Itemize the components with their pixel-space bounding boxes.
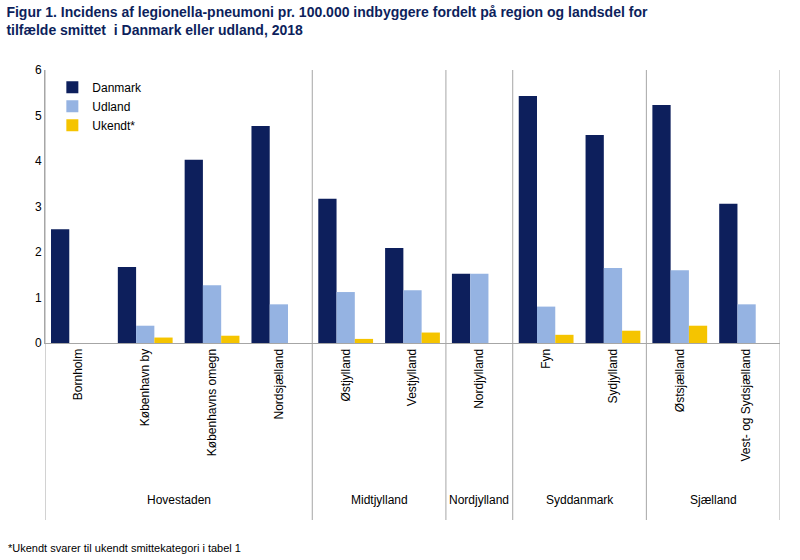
- svg-text:Østsjælland: Østsjælland: [673, 349, 687, 412]
- svg-text:Nordjylland: Nordjylland: [449, 493, 509, 507]
- svg-text:Ukendt*: Ukendt*: [92, 119, 135, 133]
- svg-text:Vest- og Sydsjælland: Vest- og Sydsjælland: [739, 349, 753, 462]
- svg-text:Københavns omegn: Københavns omegn: [205, 349, 219, 456]
- svg-text:Danmark: Danmark: [92, 81, 142, 95]
- svg-text:6: 6: [35, 63, 42, 77]
- svg-text:Fyn: Fyn: [539, 349, 553, 369]
- svg-text:Sjælland: Sjælland: [690, 493, 737, 507]
- svg-text:2: 2: [35, 245, 42, 259]
- svg-text:Østjylland: Østjylland: [339, 349, 353, 402]
- svg-text:1: 1: [35, 291, 42, 305]
- svg-text:4: 4: [35, 154, 42, 168]
- svg-text:København by: København by: [138, 349, 152, 426]
- svg-text:Figur 1. Incidens af legionell: Figur 1. Incidens af legionella-pneumoni…: [6, 4, 648, 38]
- svg-text:Hovestaden: Hovestaden: [147, 493, 211, 507]
- svg-text:Sydjylland: Sydjylland: [606, 349, 620, 404]
- svg-text:Bornholm: Bornholm: [71, 349, 85, 400]
- svg-text:Udland: Udland: [92, 100, 130, 114]
- svg-text:Syddanmark: Syddanmark: [546, 493, 614, 507]
- svg-text:0: 0: [35, 336, 42, 350]
- svg-text:Vestjylland: Vestjylland: [405, 349, 419, 406]
- svg-text:Nordjylland: Nordjylland: [472, 349, 486, 409]
- svg-text:Midtjylland: Midtjylland: [351, 493, 408, 507]
- svg-text:3: 3: [35, 200, 42, 214]
- svg-text:Nordsjælland: Nordsjælland: [272, 349, 286, 420]
- svg-text:5: 5: [35, 109, 42, 123]
- svg-text:*Ukendt svarer til ukendt smit: *Ukendt svarer til ukendt smittekategori…: [8, 542, 241, 554]
